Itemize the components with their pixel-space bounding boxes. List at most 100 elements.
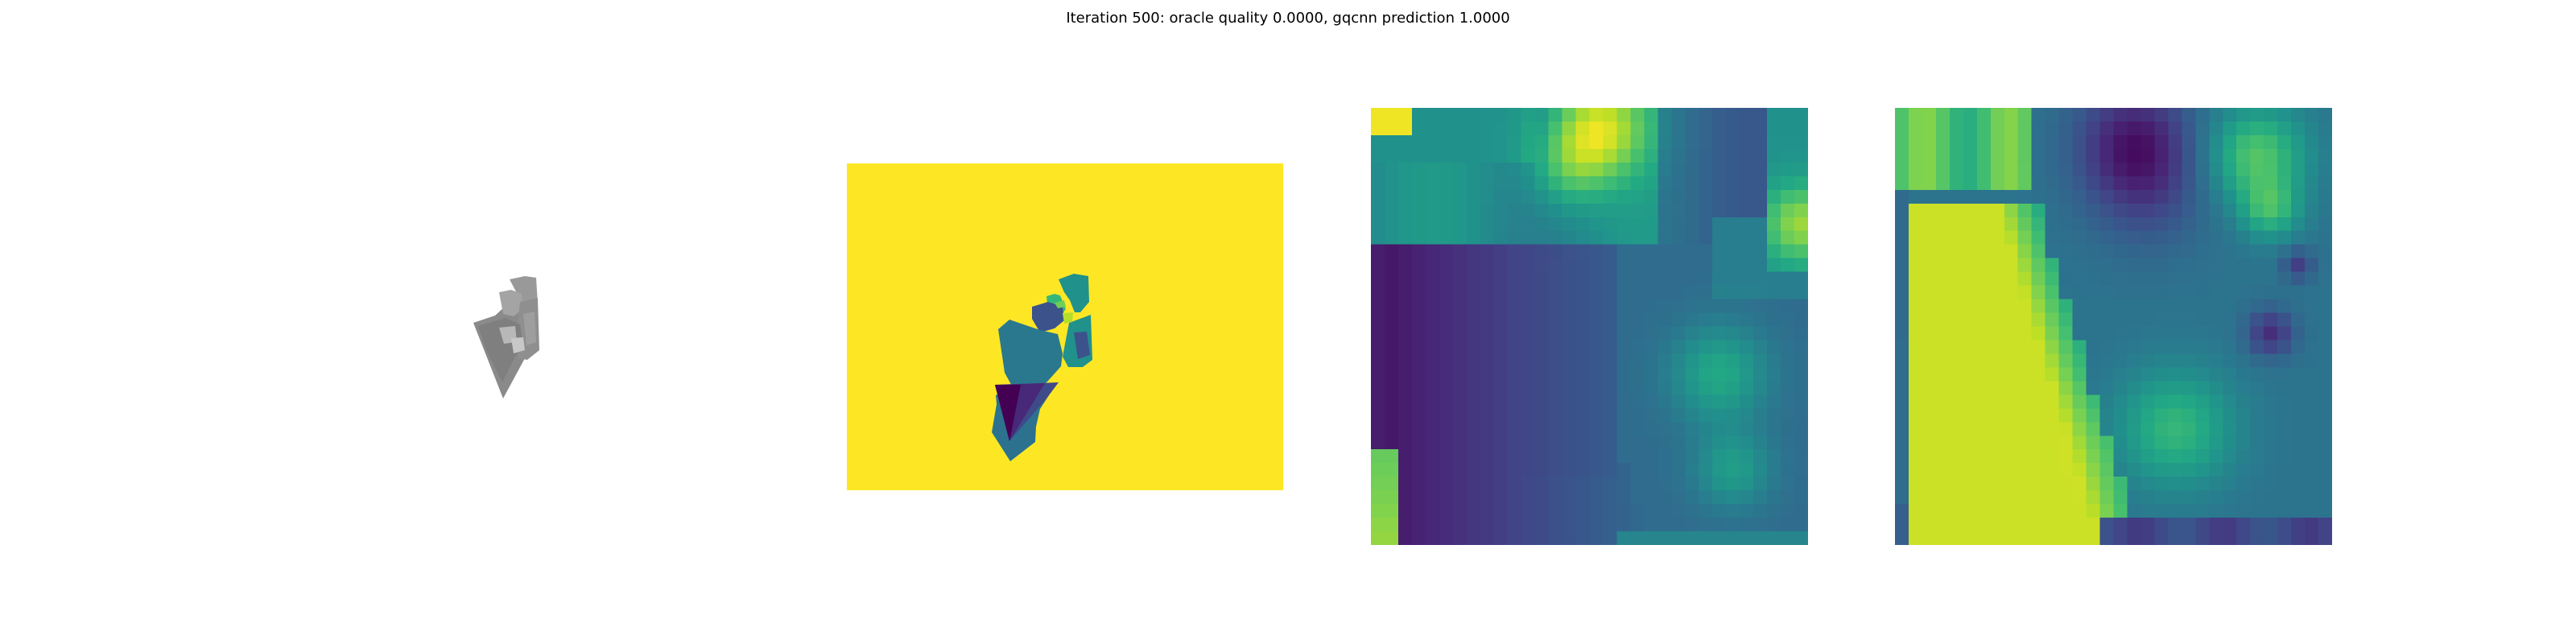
heatmap-cell <box>1493 518 1509 532</box>
heatmap-cell <box>1976 217 1992 232</box>
heatmap-cell <box>1671 299 1686 313</box>
heatmap-cell <box>1685 121 1699 136</box>
heatmap-cell <box>2277 244 2292 258</box>
heatmap-cell <box>1753 230 1768 246</box>
heatmap-cell <box>1371 108 1385 122</box>
heatmap-cell <box>1630 367 1645 382</box>
heatmap-cell <box>1781 271 1795 286</box>
heatmap-cell <box>1908 312 1923 327</box>
heatmap-cell <box>1908 175 1923 191</box>
heatmap-cell <box>2264 408 2278 423</box>
heatmap-cell <box>2236 326 2251 341</box>
heatmap-cell <box>1384 408 1399 423</box>
heatmap-cell <box>2250 230 2264 246</box>
heatmap-cell <box>1603 121 1617 136</box>
heatmap-cell <box>1480 449 1495 464</box>
heatmap-cell <box>1908 367 1923 382</box>
heatmap-cell <box>2113 189 2128 204</box>
heatmap-cell <box>1699 299 1713 313</box>
heatmap-cell <box>1397 381 1413 395</box>
heatmap-cell <box>2318 312 2332 327</box>
heatmap-cell <box>1644 477 1658 491</box>
heatmap-cell <box>1397 285 1413 299</box>
heatmap-cell <box>1562 394 1576 409</box>
heatmap-cell <box>2250 134 2264 150</box>
heatmap-cell <box>1712 353 1727 368</box>
heatmap-cell <box>1616 408 1631 423</box>
heatmap-cell <box>1397 394 1413 409</box>
heatmap-cell <box>2209 449 2223 464</box>
render-facet <box>499 290 523 316</box>
heatmap-cell <box>1439 299 1454 313</box>
heatmap-cell <box>1466 148 1481 163</box>
heatmap-cell <box>1384 271 1399 286</box>
heatmap-cell <box>2127 189 2141 204</box>
heatmap-cell <box>2058 436 2073 450</box>
heatmap-cell <box>1548 230 1563 246</box>
heatmap-cell <box>1712 422 1727 436</box>
heatmap-cell <box>1493 381 1509 395</box>
heatmap-cell <box>2236 381 2251 395</box>
heatmap-cell <box>2072 504 2087 518</box>
heatmap-cell <box>1990 422 2005 436</box>
heatmap-cell <box>1963 148 1978 163</box>
heatmap-cell <box>2004 230 2019 246</box>
heatmap-cell <box>1548 381 1563 395</box>
heatmap-cell <box>1644 217 1658 232</box>
heatmap-cell <box>1507 394 1521 409</box>
heatmap-cell <box>1712 312 1727 327</box>
heatmap-cell <box>2223 175 2237 191</box>
heatmap-cell <box>1781 189 1795 204</box>
heatmap-cell <box>1726 394 1740 409</box>
heatmap-cell <box>1507 504 1521 518</box>
heatmap-cell <box>2154 449 2169 464</box>
heatmap-cell <box>2086 490 2100 505</box>
heatmap-cell <box>1767 108 1781 122</box>
heatmap-cell <box>2318 353 2332 368</box>
heatmap-cell <box>1908 504 1923 518</box>
heatmap-cell <box>1644 285 1658 299</box>
heatmap-cell <box>1562 531 1576 545</box>
heatmap-cell <box>2277 326 2292 341</box>
heatmap-cell <box>1671 490 1686 505</box>
heatmap-cell <box>1384 312 1399 327</box>
heatmap-cell <box>2099 230 2114 246</box>
heatmap-cell <box>1439 340 1454 354</box>
heatmap-cell <box>1384 148 1399 163</box>
heatmap-cell <box>2058 326 2073 341</box>
heatmap-cell <box>2182 394 2196 409</box>
heatmap-cell <box>2072 203 2087 218</box>
heatmap-cell <box>1589 422 1604 436</box>
heatmap-cell <box>1895 121 1909 136</box>
heatmap-cell <box>1397 408 1413 423</box>
heatmap-cell <box>1521 463 1535 477</box>
heatmap-cell <box>1963 367 1978 382</box>
heatmap-cell <box>1466 326 1481 341</box>
heatmap-cell <box>2127 463 2141 477</box>
heatmap-cell <box>1371 531 1385 545</box>
heatmap-cell <box>1534 504 1549 518</box>
heatmap-cell <box>1589 203 1604 218</box>
heatmap-cell <box>1699 436 1713 450</box>
heatmap-cell <box>2168 162 2182 177</box>
heatmap-cell <box>1644 162 1658 177</box>
heatmap-cell <box>1534 244 1549 258</box>
heatmap-cell <box>2182 367 2196 382</box>
heatmap-cell <box>2140 258 2155 272</box>
heatmap-cell <box>2223 367 2237 382</box>
heatmap-cell <box>2182 271 2196 286</box>
heatmap-cell <box>1411 518 1426 532</box>
heatmap-cell <box>1726 436 1740 450</box>
heatmap-cell <box>1439 230 1454 246</box>
heatmap-cell <box>1603 531 1617 545</box>
heatmap-cell <box>1493 408 1509 423</box>
heatmap-cell <box>2072 148 2087 163</box>
heatmap-cell <box>1657 134 1672 150</box>
heatmap-cell <box>1575 121 1590 136</box>
heatmap-cell <box>1794 477 1808 491</box>
heatmap-cell <box>1781 134 1795 150</box>
heatmap-cell <box>2140 148 2155 163</box>
heatmap-cell <box>1935 312 1951 327</box>
heatmap-cell <box>1699 258 1713 272</box>
heatmap-cell <box>2140 340 2155 354</box>
